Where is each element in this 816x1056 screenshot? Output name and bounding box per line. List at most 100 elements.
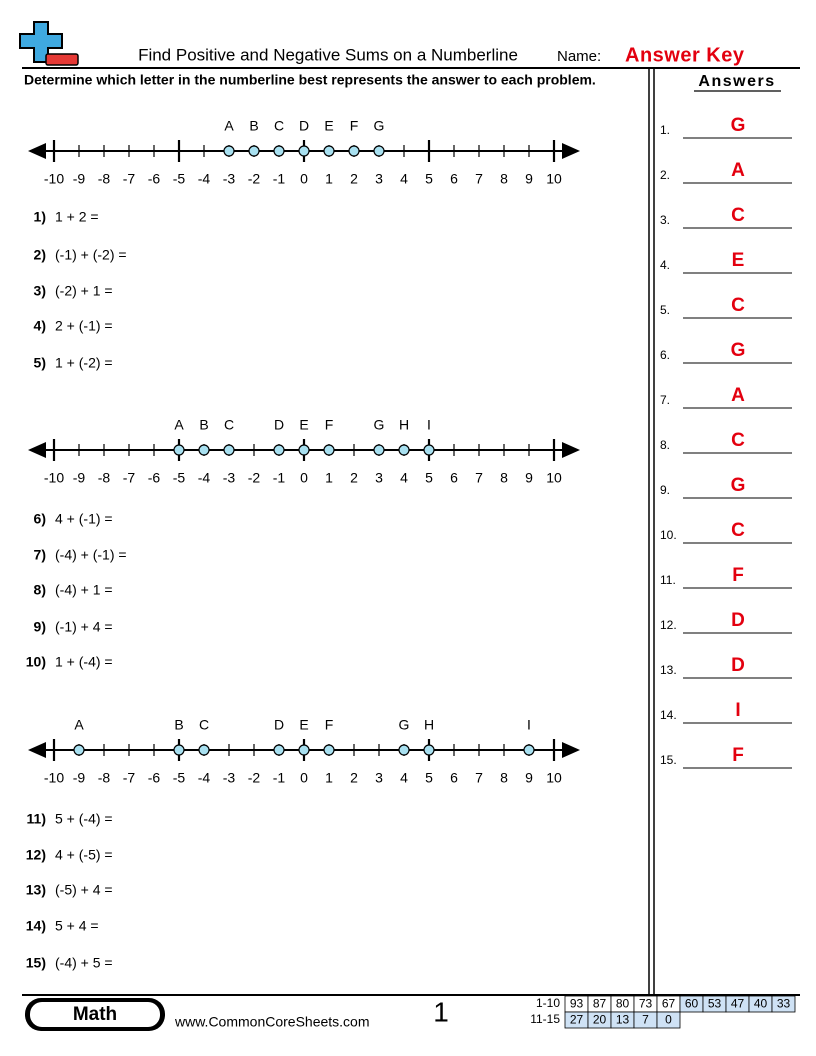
answer-number: 10. bbox=[660, 528, 677, 542]
tick-label: 7 bbox=[475, 470, 483, 486]
score-row-label: 1-10 bbox=[536, 996, 560, 1010]
tick-label: -2 bbox=[248, 171, 261, 187]
point-letter: A bbox=[174, 417, 184, 433]
arrow-left bbox=[28, 742, 46, 758]
tick-label: 4 bbox=[400, 770, 408, 786]
problem-text: 1 + (-2) = bbox=[55, 355, 113, 371]
problem-number: 12) bbox=[26, 847, 46, 863]
point-letter: B bbox=[199, 417, 208, 433]
tick-label: -4 bbox=[198, 171, 211, 187]
point-letter: D bbox=[299, 118, 309, 134]
answer: C bbox=[731, 205, 745, 226]
tick-label: -10 bbox=[44, 470, 64, 486]
point bbox=[323, 444, 335, 456]
arrow-left bbox=[28, 442, 46, 458]
point-letter: C bbox=[199, 717, 209, 733]
point bbox=[348, 145, 360, 157]
problem-number: 3) bbox=[34, 283, 46, 299]
tick-label: 2 bbox=[350, 171, 358, 187]
point bbox=[223, 444, 235, 456]
score-value: 40 bbox=[754, 997, 768, 1011]
answer-number: 14. bbox=[660, 708, 677, 722]
answer: G bbox=[731, 475, 746, 496]
tick-label: -4 bbox=[198, 470, 211, 486]
point bbox=[248, 145, 260, 157]
answer: F bbox=[732, 745, 744, 766]
tick-label: -6 bbox=[148, 470, 161, 486]
subject-badge-inner bbox=[30, 1002, 160, 1027]
tick-label: -9 bbox=[73, 770, 86, 786]
tick-label: -8 bbox=[98, 770, 111, 786]
point-letter: F bbox=[325, 717, 334, 733]
problem-text: 4 + (-1) = bbox=[55, 511, 113, 527]
tick-label: -1 bbox=[273, 171, 286, 187]
tick-label: 7 bbox=[475, 171, 483, 187]
tick-label: 10 bbox=[546, 470, 562, 486]
answer-number: 1. bbox=[660, 123, 670, 137]
answer-number: 3. bbox=[660, 213, 670, 227]
problem-number: 5) bbox=[34, 355, 46, 371]
tick-label: -3 bbox=[223, 171, 236, 187]
point bbox=[273, 145, 285, 157]
answer: D bbox=[731, 610, 745, 631]
tick-label: -1 bbox=[273, 770, 286, 786]
point-letter: A bbox=[224, 118, 234, 134]
answer: C bbox=[731, 430, 745, 451]
problem-text: 5 + 4 = bbox=[55, 918, 99, 934]
tick-label: 7 bbox=[475, 770, 483, 786]
point-letter: D bbox=[274, 417, 284, 433]
tick-label: -4 bbox=[198, 770, 211, 786]
point bbox=[273, 444, 285, 456]
page-number: 1 bbox=[433, 996, 449, 1027]
answer: A bbox=[731, 160, 745, 181]
tick-label: -6 bbox=[148, 171, 161, 187]
instructions: Determine which letter in the numberline… bbox=[24, 72, 596, 88]
point bbox=[298, 744, 310, 756]
subject: Math bbox=[73, 1004, 117, 1025]
point bbox=[423, 444, 435, 456]
score-value: 80 bbox=[616, 997, 630, 1011]
score-value: 27 bbox=[570, 1013, 584, 1027]
tick-label: 6 bbox=[450, 171, 458, 187]
tick-label: -3 bbox=[223, 770, 236, 786]
tick-label: 3 bbox=[375, 171, 383, 187]
problem-text: (-4) + (-1) = bbox=[55, 547, 127, 563]
point bbox=[323, 744, 335, 756]
answer-number: 8. bbox=[660, 438, 670, 452]
problem-number: 15) bbox=[26, 955, 46, 971]
tick-label: -9 bbox=[73, 171, 86, 187]
answer: G bbox=[731, 115, 746, 136]
point-letter: I bbox=[427, 417, 431, 433]
tick-label: -5 bbox=[173, 470, 186, 486]
tick-label: -9 bbox=[73, 470, 86, 486]
tick-label: 3 bbox=[375, 770, 383, 786]
point-letter: E bbox=[324, 118, 333, 134]
point bbox=[373, 444, 385, 456]
point-letter: C bbox=[274, 118, 284, 134]
tick-label: -6 bbox=[148, 770, 161, 786]
tick-label: -7 bbox=[123, 171, 136, 187]
tick-label: 1 bbox=[325, 470, 333, 486]
point bbox=[398, 744, 410, 756]
arrow-right bbox=[562, 143, 580, 159]
point bbox=[323, 145, 335, 157]
tick-label: 5 bbox=[425, 470, 433, 486]
problem-number: 10) bbox=[26, 654, 46, 670]
tick-label: 9 bbox=[525, 171, 533, 187]
tick-label: -10 bbox=[44, 770, 64, 786]
point bbox=[173, 444, 185, 456]
answer: A bbox=[731, 385, 745, 406]
tick-label: -7 bbox=[123, 770, 136, 786]
tick-label: 9 bbox=[525, 470, 533, 486]
point bbox=[173, 744, 185, 756]
point bbox=[298, 145, 310, 157]
problem-text: 1 + (-4) = bbox=[55, 654, 113, 670]
tick-label: 4 bbox=[400, 171, 408, 187]
point-letter: F bbox=[350, 118, 359, 134]
score-value: 87 bbox=[593, 997, 607, 1011]
tick-label: 6 bbox=[450, 470, 458, 486]
tick-label: 5 bbox=[425, 770, 433, 786]
answer-number: 2. bbox=[660, 168, 670, 182]
tick-label: 10 bbox=[546, 171, 562, 187]
answer: G bbox=[731, 340, 746, 361]
